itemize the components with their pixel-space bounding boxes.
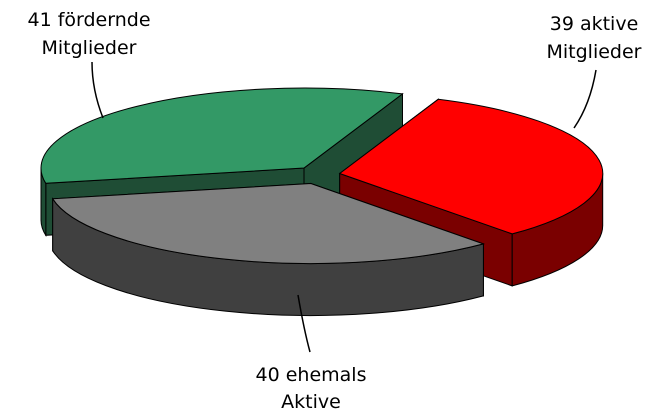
label-aktive-line1: 39 aktive	[550, 13, 639, 35]
slice-ehemals	[51, 182, 486, 317]
slice-label-aktive: 39 aktive Mitglieder	[547, 13, 642, 129]
label-foerdernde-line1: 41 fördernde	[27, 9, 150, 31]
label-aktive-line2: Mitglieder	[547, 41, 642, 63]
slice-label-foerdernde: 41 fördernde Mitglieder	[27, 9, 151, 119]
leader-line-ehemals	[297, 294, 311, 353]
leader-line-aktive	[573, 69, 597, 129]
label-foerdernde-line2: Mitglieder	[42, 37, 137, 59]
slice-label-ehemals: 40 ehemals Aktive	[256, 294, 367, 412]
leader-line-foerdernde	[91, 61, 104, 119]
slice-top-foerdernde	[40, 87, 404, 184]
slice-top-aktive	[338, 98, 604, 235]
label-ehemals-line2: Aktive	[281, 391, 341, 412]
label-ehemals-line1: 40 ehemals	[256, 364, 367, 386]
slice-top-ehemals	[51, 183, 486, 265]
pie-slices	[40, 87, 604, 317]
